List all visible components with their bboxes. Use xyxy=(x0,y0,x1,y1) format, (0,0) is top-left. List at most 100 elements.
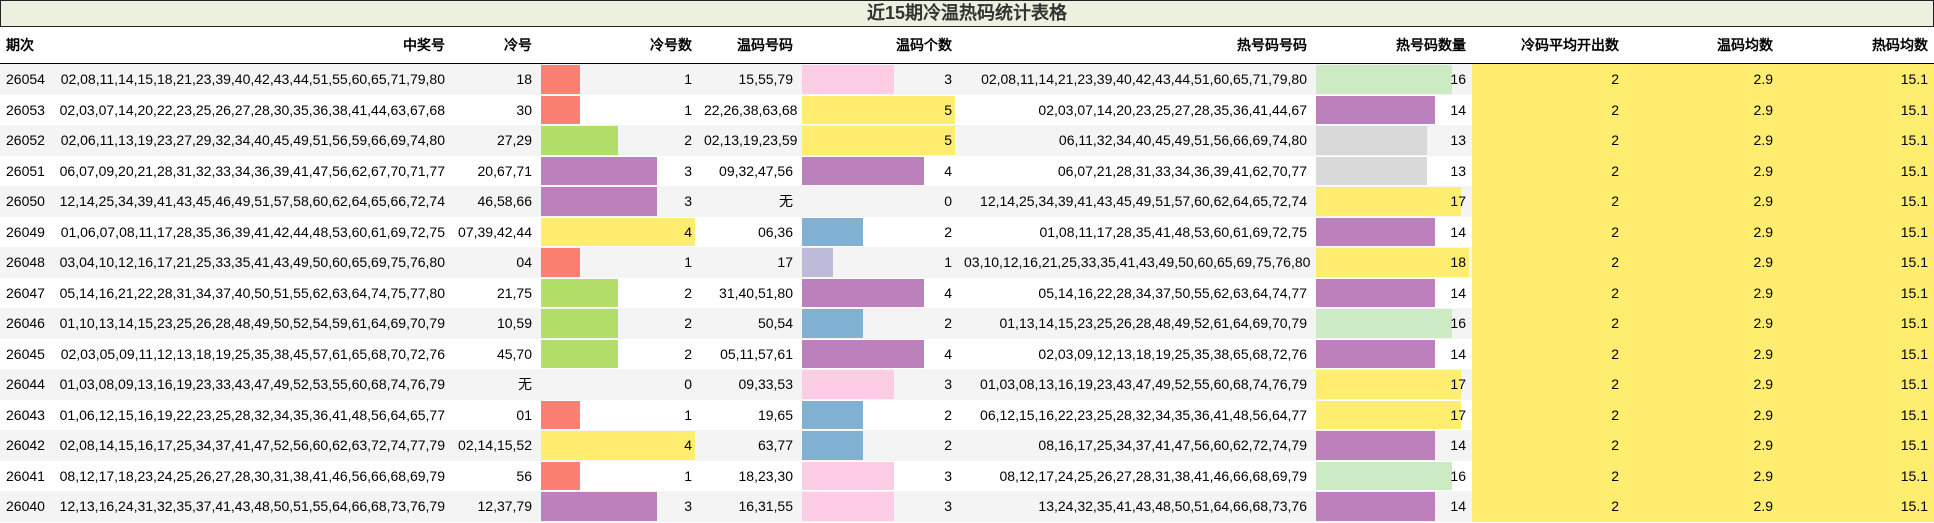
table-cell: 63,77 xyxy=(698,430,799,461)
table-cell: 26050 xyxy=(0,186,52,217)
column-header: 温码号码 xyxy=(698,27,799,64)
table-cell: 3 xyxy=(799,491,958,522)
table-cell: 06,11,32,34,40,45,49,51,56,66,69,74,80 xyxy=(958,125,1313,156)
cell-text: 4 xyxy=(684,223,692,240)
table-cell: 45,70 xyxy=(496,345,532,362)
table-cell: 04 xyxy=(451,247,538,278)
table-cell: 3 xyxy=(538,156,698,187)
table-cell: 2.9 xyxy=(1625,460,1779,491)
table-row: 26045 02,03,05,09,11,12,13,18,19,25,35,38… xyxy=(0,338,1934,369)
table-cell: 18 xyxy=(1313,247,1472,278)
table-cell: 15.1 xyxy=(1779,308,1934,339)
count-bar xyxy=(541,431,695,460)
table-cell: 06,07,21,28,31,33,34,36,39,41,62,70,77 xyxy=(1057,162,1307,179)
count-bar xyxy=(541,156,657,185)
table-cell: 15.1 xyxy=(1779,155,1934,186)
table-cell: 2.9 xyxy=(1625,155,1779,186)
table-cell: 2.9 xyxy=(1625,186,1779,217)
count-bar xyxy=(802,431,864,460)
table-cell: 14 xyxy=(1313,491,1472,522)
table-cell: 2 xyxy=(799,430,958,461)
table-cell: 2.9 xyxy=(1625,94,1779,125)
table-cell: 02,08,11,14,21,23,39,40,42,43,44,51,60,6… xyxy=(958,63,1313,95)
table-cell: 2 xyxy=(1472,308,1625,339)
table-cell: 16 xyxy=(1313,63,1472,95)
table-cell: 18,23,30 xyxy=(738,467,794,484)
cell-text: 14 xyxy=(1450,498,1466,515)
cell-text: 14 xyxy=(1450,345,1466,362)
count-bar xyxy=(802,370,894,399)
table-cell: 15.1 xyxy=(1779,460,1934,491)
table-cell: 2 xyxy=(1472,430,1625,461)
table-cell: 2.9 xyxy=(1625,338,1779,369)
table-cell: 26046 xyxy=(0,308,52,339)
table-cell: 02,13,19,23,59 xyxy=(698,125,799,156)
count-bar xyxy=(802,126,955,155)
table-cell: 18 xyxy=(451,63,538,95)
table-cell: 2 xyxy=(1472,247,1625,278)
count-bar xyxy=(541,95,580,124)
count-bar xyxy=(541,65,580,94)
table-cell: 2 xyxy=(538,278,698,309)
table-cell: 05,14,16,21,22,28,31,34,37,40,50,51,55,6… xyxy=(59,284,445,301)
table-cell: 1 xyxy=(538,247,698,278)
table-cell: 2.9 xyxy=(1625,369,1779,400)
table-cell: 1 xyxy=(538,63,698,95)
table-cell: 2.9 xyxy=(1625,247,1779,278)
table-cell: 14 xyxy=(1313,430,1472,461)
table-row: 26044 01,03,08,09,13,16,19,23,33,43,47,49… xyxy=(0,369,1934,400)
table-cell: 2.9 xyxy=(1625,125,1779,156)
cell-text: 4 xyxy=(944,284,952,301)
column-header: 热号码数量 xyxy=(1313,27,1472,64)
table-cell: 2.9 xyxy=(1625,277,1779,308)
table-cell: 13 xyxy=(1313,156,1472,187)
table-cell: 12,37,79 xyxy=(451,491,538,522)
table-cell: 2 xyxy=(799,308,958,339)
table-cell: 1 xyxy=(799,247,958,278)
cell-text: 1 xyxy=(684,467,692,484)
count-bar xyxy=(802,95,955,124)
cell-text: 2 xyxy=(944,437,952,454)
count-bar xyxy=(1316,217,1435,246)
cell-text: 17 xyxy=(1450,376,1466,393)
table-cell: 27,29 xyxy=(451,125,538,156)
table-row: 26042 02,08,14,15,16,17,25,34,37,41,47,52… xyxy=(0,430,1934,461)
cell-text: 2 xyxy=(684,132,692,149)
table-cell: 12,13,16,24,31,32,35,37,41,43,48,50,51,5… xyxy=(52,491,451,522)
table-cell: 08,12,17,18,23,24,25,26,27,28,30,31,38,4… xyxy=(59,467,445,484)
table-cell: 2.9 xyxy=(1625,63,1779,95)
table-cell: 2 xyxy=(1472,460,1625,491)
cell-text: 16 xyxy=(1450,467,1466,484)
count-bar xyxy=(1316,370,1461,399)
table-cell: 2.9 xyxy=(1625,216,1779,247)
count-bar xyxy=(1316,126,1427,155)
table-row: 26043 01,06,12,15,16,19,22,23,25,28,32,34… xyxy=(0,399,1934,431)
table-cell: 26044 xyxy=(0,369,52,400)
cell-text: 1 xyxy=(684,71,692,88)
header-row: 期次 中奖号 冷号 冷号数 温码号码 温码个数 热号码号码 热号码数量 冷码平均开出数 温码均数热… xyxy=(0,27,1934,64)
table-cell: 02,03,09,12,13,18,19,25,35,38,65,68,72,7… xyxy=(1038,345,1307,362)
table-cell: 20,67,71 xyxy=(477,162,533,179)
table-cell: 无 xyxy=(451,369,538,400)
table-cell: 05,11,57,61 xyxy=(720,345,793,362)
count-bar xyxy=(541,187,657,216)
table-cell: 3 xyxy=(799,369,958,400)
count-bar xyxy=(1316,278,1435,307)
cell-text: 2 xyxy=(684,284,692,301)
table-cell: 16 xyxy=(1313,461,1472,492)
table-row: 26040 12,13,16,24,31,32,35,37,41,43,48,50… xyxy=(0,491,1934,522)
cell-text: 14 xyxy=(1450,223,1466,240)
table-cell: 2 xyxy=(799,400,958,431)
count-bar xyxy=(1316,248,1469,277)
cell-text: 2 xyxy=(944,315,952,332)
count-bar xyxy=(1316,400,1461,429)
table-cell: 15.1 xyxy=(1779,63,1934,95)
table-cell: 3 xyxy=(538,186,698,217)
table-cell: 01,06,12,15,16,19,22,23,25,28,32,34,35,3… xyxy=(59,406,445,423)
table-cell: 02,08,11,14,15,18,21,23,39,40,42,43,44,5… xyxy=(52,63,451,95)
cell-text: 5 xyxy=(944,101,952,118)
table-cell: 17 xyxy=(1313,400,1472,431)
cell-text: 13 xyxy=(1450,132,1466,149)
cell-text: 17 xyxy=(1450,406,1466,423)
table-cell: 01,10,13,14,15,23,25,26,28,48,49,50,52,5… xyxy=(52,308,451,339)
